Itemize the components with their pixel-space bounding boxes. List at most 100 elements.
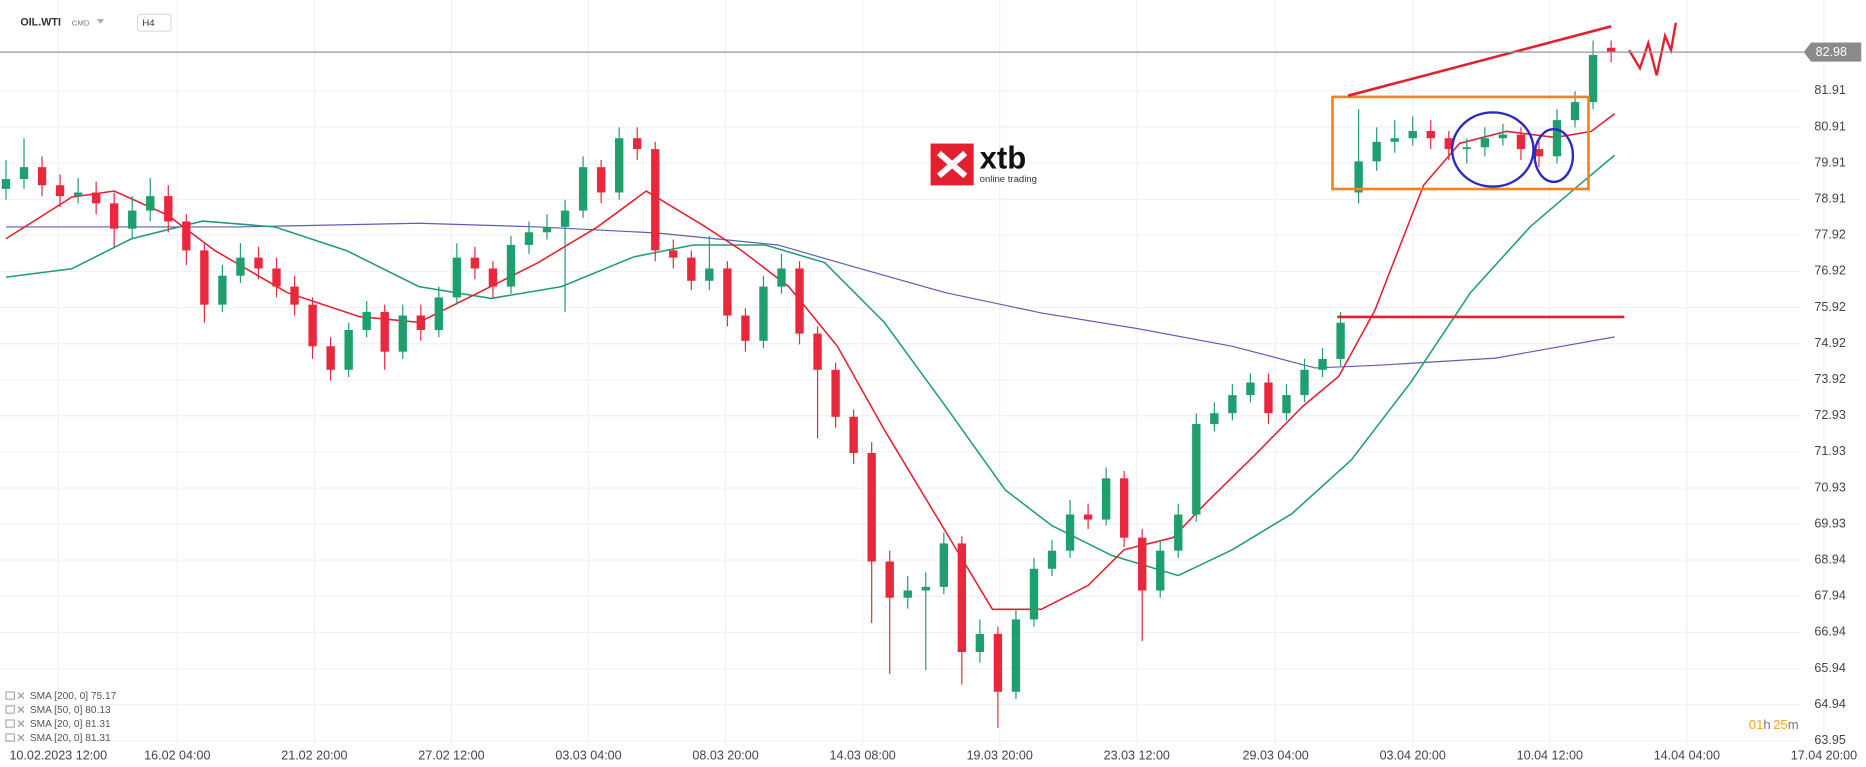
- zigzag-annotation: [1628, 22, 1677, 76]
- sma-line: [5, 113, 1616, 611]
- candle-body: [398, 315, 407, 352]
- candle-body: [506, 244, 516, 287]
- candle-body: [1534, 149, 1544, 157]
- candle-body: [362, 311, 371, 330]
- market: CMD: [72, 18, 90, 27]
- candle-body: [687, 257, 696, 281]
- x-tick-label: 10.02.2023 12:00: [9, 748, 107, 762]
- y-tick-label: 80.91: [1814, 119, 1845, 133]
- candle-body: [164, 196, 173, 222]
- candle-body: [1282, 395, 1291, 414]
- candle-body: [651, 149, 660, 251]
- x-tick-label: 21.02 20:00: [281, 748, 347, 762]
- candle-body: [1336, 322, 1345, 359]
- candle-body: [957, 543, 967, 652]
- logo-x: [937, 150, 968, 179]
- circle-annotation: [1450, 111, 1535, 188]
- annotations: [1331, 22, 1677, 319]
- y-tick-label: 67.94: [1814, 589, 1845, 603]
- candle-body: [19, 167, 29, 180]
- candle-body: [1318, 358, 1327, 370]
- y-tick-label: 77.92: [1814, 227, 1845, 241]
- candle-body: [1156, 550, 1165, 591]
- price-badge: [1803, 42, 1862, 62]
- candle-body: [1138, 537, 1147, 591]
- candle-body: [831, 369, 840, 417]
- y-tick-label: 66.94: [1814, 625, 1845, 639]
- y-tick-label: 73.92: [1814, 372, 1845, 386]
- candle-body: [344, 329, 353, 370]
- y-tick-label: 65.94: [1814, 661, 1845, 675]
- candle-body: [1390, 138, 1399, 142]
- legend-close: [17, 706, 25, 713]
- candle-body: [128, 210, 137, 229]
- candle-body: [1372, 141, 1381, 162]
- candle-body: [254, 257, 263, 269]
- candle-body: [1300, 369, 1309, 396]
- grid: [0, 0, 1825, 747]
- candle-body: [614, 138, 624, 193]
- range-box: [1331, 95, 1590, 191]
- candle-body: [759, 286, 768, 341]
- candle-body: [1101, 478, 1111, 520]
- candle-body: [1210, 413, 1219, 425]
- x-tick-label: 03.04 20:00: [1380, 748, 1446, 762]
- candle-body: [1065, 514, 1075, 551]
- x-tick-label: 14.04 04:00: [1654, 748, 1720, 762]
- candle-body: [849, 416, 858, 453]
- x-tick-label: 03.03 04:00: [555, 748, 621, 762]
- candle-body: [236, 257, 245, 276]
- x-tick-label: 17.04 20:00: [1791, 748, 1857, 762]
- candle-body: [470, 257, 480, 269]
- y-tick-label: 70.93: [1814, 480, 1845, 494]
- candle-body: [1246, 382, 1255, 396]
- candle-body: [146, 196, 155, 211]
- candle-body: [452, 257, 462, 298]
- candle-body: [705, 268, 714, 281]
- y-tick-label: 69.93: [1814, 517, 1845, 531]
- candle-body: [1083, 514, 1093, 520]
- dropdown-arrow[interactable]: [96, 19, 105, 24]
- circle-annotation: [1533, 128, 1575, 184]
- candle-body: [813, 333, 822, 370]
- candle-body: [488, 268, 498, 287]
- candle-body: [993, 633, 1003, 692]
- y-tick-label: 78.91: [1814, 192, 1845, 206]
- candle-body: [200, 250, 209, 305]
- toolbar: OIL.WTI CMD H4: [20, 13, 172, 32]
- candle-body: [1498, 134, 1508, 139]
- candle-body: [416, 315, 425, 330]
- legend: SMA [200, 0] 75.17 SMA [50, 0] 80.13 SMA […: [5, 691, 117, 744]
- candle-body: [1606, 47, 1616, 53]
- candle-body: [524, 232, 534, 245]
- candle-body: [91, 192, 101, 204]
- candle-body: [1354, 161, 1363, 193]
- candle-body: [1047, 550, 1057, 569]
- y-tick-label: 79.91: [1814, 155, 1845, 169]
- candle-body: [777, 268, 786, 287]
- y-tick-label: 71.93: [1814, 444, 1845, 458]
- candle-body: [1462, 147, 1472, 150]
- candle-body: [37, 167, 47, 186]
- legend-close: [17, 692, 25, 699]
- x-tick-label: 23.03 12:00: [1104, 748, 1170, 762]
- candle-body: [1011, 619, 1021, 692]
- candle-body: [1264, 382, 1273, 414]
- symbol[interactable]: OIL.WTI: [20, 17, 61, 29]
- legend-icon: [5, 691, 15, 700]
- interval-button[interactable]: [136, 13, 172, 32]
- logo-tagline: online trading: [980, 174, 1037, 185]
- x-tick-label: 16.02 04:00: [144, 748, 210, 762]
- candle-body: [290, 286, 299, 305]
- candle-body: [55, 185, 65, 197]
- candle-body: [596, 167, 606, 193]
- legend-close: [17, 720, 25, 727]
- candle-body: [1588, 55, 1598, 103]
- candle-body: [326, 346, 335, 370]
- y-tick-label: 76.92: [1814, 264, 1845, 278]
- sma-line: [5, 222, 1615, 369]
- candle-body: [560, 210, 570, 227]
- candle-body: [272, 268, 281, 287]
- logo: xtb online trading: [930, 141, 1037, 186]
